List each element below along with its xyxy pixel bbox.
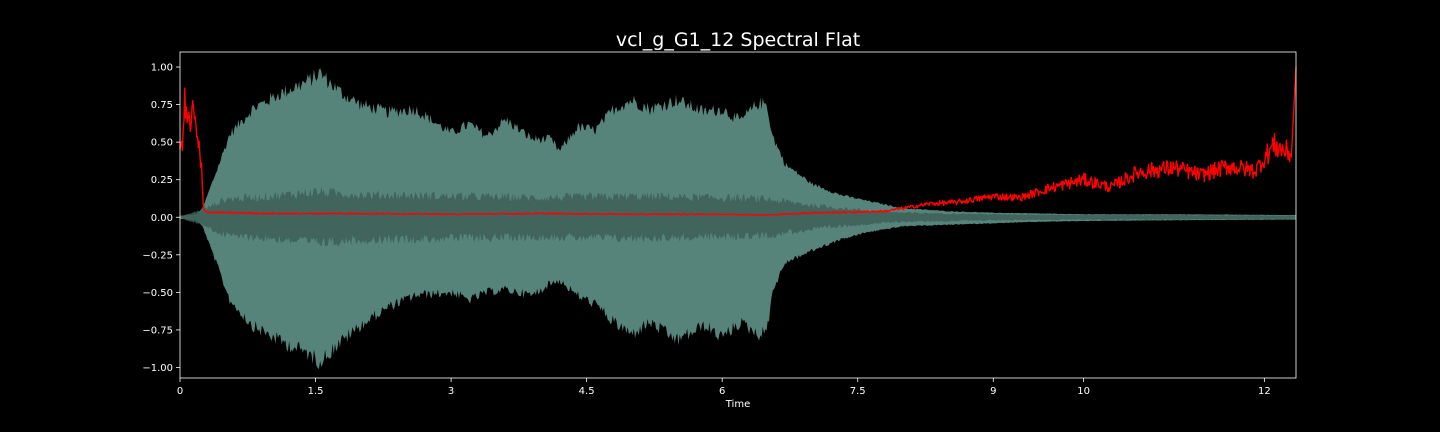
x-tick-label: 0 <box>177 386 183 397</box>
y-tick-label: 0.75 <box>151 100 173 111</box>
x-tick-label: 1.5 <box>308 386 324 397</box>
y-tick-label: −0.25 <box>142 250 173 261</box>
waveform-core <box>180 186 1296 247</box>
y-tick-label: −0.75 <box>142 325 173 336</box>
y-tick-label: −1.00 <box>142 363 173 374</box>
plot-area <box>179 66 1297 370</box>
axes-frame <box>179 51 1297 379</box>
axes: 0 1.5 3 4.5 6 7.5 9 10 12 1.00 0.75 0.50 0.25 0.00 −0.… <box>142 51 1297 397</box>
y-tick-label: −0.50 <box>142 288 173 299</box>
x-tick-label: 10 <box>1077 386 1090 397</box>
y-tick-label: 0.50 <box>151 138 173 149</box>
x-tick-label: 4.5 <box>579 386 595 397</box>
x-tick-label: 3 <box>448 386 454 397</box>
y-tick-label: 0.25 <box>151 175 173 186</box>
x-tick-label: 7.5 <box>850 386 866 397</box>
spectral-flatness-line <box>179 66 1297 216</box>
x-axis-label: Time <box>725 399 750 410</box>
x-tick-label: 12 <box>1258 386 1271 397</box>
y-tick-label: 0.00 <box>151 213 173 224</box>
x-tick-label: 6 <box>719 386 725 397</box>
chart-title: vcl_g_G1_12 Spectral Flat <box>616 29 860 51</box>
y-tick-label: 1.00 <box>151 63 173 74</box>
x-tick-label: 9 <box>990 386 996 397</box>
